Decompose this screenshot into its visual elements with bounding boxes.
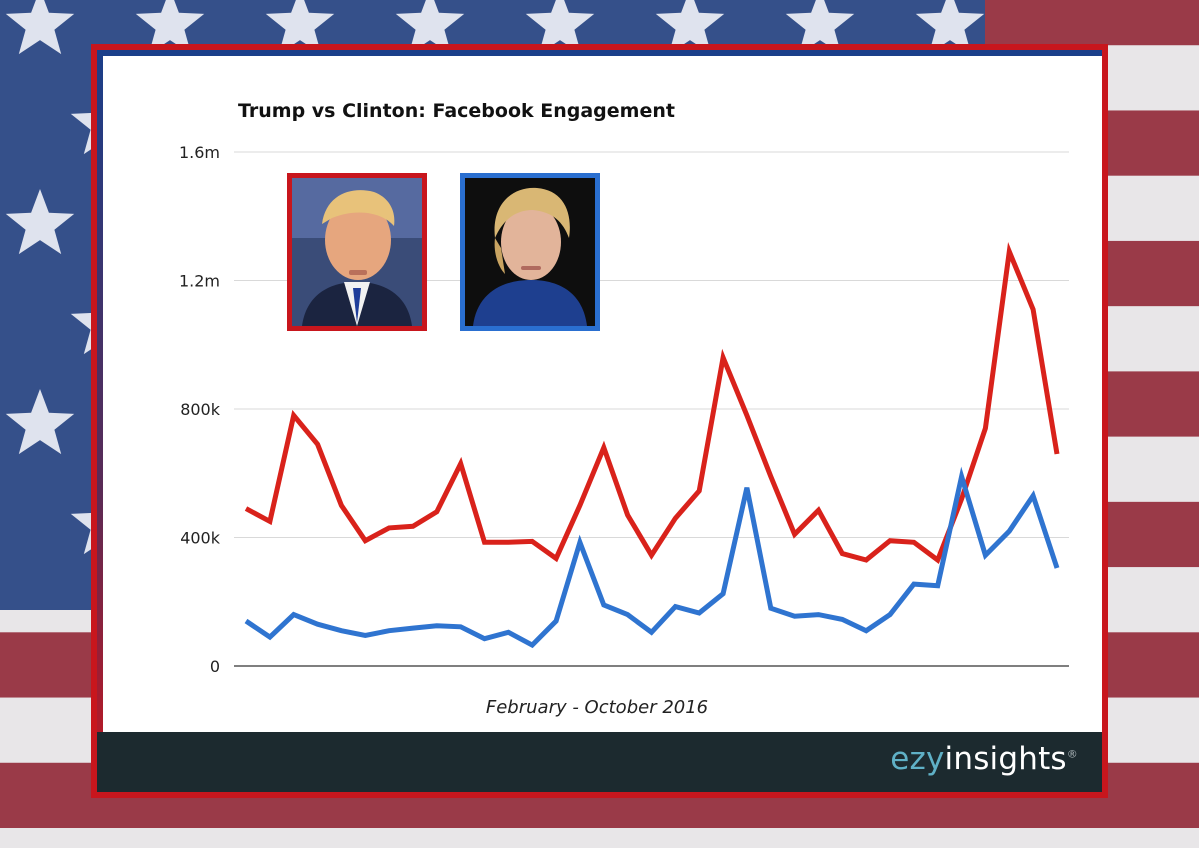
person-silhouette-icon bbox=[292, 178, 422, 326]
chart-title: Trump vs Clinton: Facebook Engagement bbox=[238, 100, 675, 122]
flag-star bbox=[395, 0, 465, 55]
flag-star bbox=[5, 189, 75, 255]
portrait-photo bbox=[287, 173, 427, 331]
y-axis-ticks: 0 400k 800k 1.2m 1.6m bbox=[179, 143, 221, 676]
y-tick-label: 1.6m bbox=[179, 143, 220, 162]
flag-star bbox=[5, 389, 75, 455]
brand-logo-part1: ezy bbox=[890, 741, 945, 777]
flag-star bbox=[915, 0, 985, 55]
x-axis-label: February - October 2016 bbox=[486, 697, 708, 718]
brand-logo: ezyinsights® bbox=[890, 741, 1078, 777]
flag-star bbox=[5, 0, 75, 55]
chart-card: 0 400k 800k 1.2m 1.6m February - October 201… bbox=[91, 44, 1108, 798]
registered-mark: ® bbox=[1066, 747, 1078, 761]
series-line-clinton bbox=[244, 466, 1060, 649]
y-tick-label: 1.2m bbox=[179, 272, 220, 291]
brand-logo-part2: insights bbox=[944, 741, 1067, 777]
portrait-photo bbox=[460, 173, 600, 331]
y-tick-label: 0 bbox=[210, 657, 220, 676]
series-line-trump bbox=[244, 242, 1060, 564]
frame-accent-top bbox=[97, 50, 1102, 56]
line-chart: 0 400k 800k 1.2m 1.6m February - October 201… bbox=[179, 143, 1069, 718]
footer-bar: ezyinsights® bbox=[97, 732, 1102, 792]
y-tick-label: 800k bbox=[180, 400, 221, 419]
flag-star bbox=[525, 0, 595, 55]
series-layer bbox=[244, 242, 1060, 649]
frame-accent-left bbox=[97, 50, 103, 792]
flag-star bbox=[785, 0, 855, 55]
person-silhouette-icon bbox=[465, 178, 595, 326]
flag-star bbox=[265, 0, 335, 55]
y-tick-label: 400k bbox=[180, 529, 221, 548]
flag-star bbox=[655, 0, 725, 55]
flag-star bbox=[135, 0, 205, 55]
